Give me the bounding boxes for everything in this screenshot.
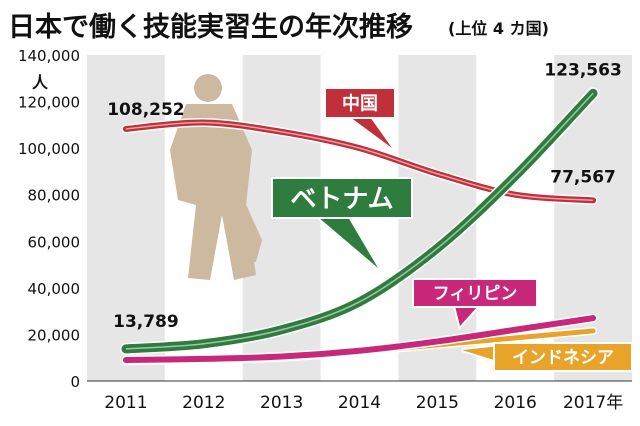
series-label-box [271, 177, 413, 219]
value-annotation: 108,252 [107, 100, 184, 120]
series-label-box [493, 342, 633, 372]
series-label-pointer [350, 117, 392, 148]
x-tick-label: 2012 [182, 393, 225, 413]
series-line-highlight [125, 92, 594, 350]
y-tick-label: 120,000 [18, 94, 80, 112]
x-tick-label: 2014 [338, 393, 381, 413]
series-label: 中国 [342, 92, 378, 114]
x-tick-label: 2011 [104, 393, 147, 413]
series-line [122, 315, 597, 364]
value-annotations: 108,252 77,567 13,789 123,563 [107, 60, 622, 332]
y-tick-label: 60,000 [28, 233, 81, 251]
x-axis-ticks: 2011 2012 2013 2014 2015 2016 2017年 [104, 393, 623, 413]
series-label-box [412, 278, 538, 308]
y-axis-unit: 人 [32, 73, 49, 92]
series-line-highlight [125, 121, 594, 202]
series-label: フィリピン [433, 284, 518, 304]
y-tick-label: 80,000 [28, 187, 81, 205]
x-tick-label: 2016 [494, 393, 537, 413]
value-annotation: 77,567 [550, 167, 616, 187]
series-label-pointer [455, 306, 478, 326]
worker-silhouette [170, 74, 262, 280]
series-label-box [324, 87, 396, 119]
y-tick-label: 20,000 [28, 326, 81, 344]
chart-title: 日本で働く技能実習生の年次推移 [8, 11, 413, 43]
x-tick-label: 2013 [260, 393, 303, 413]
series-lines [119, 87, 600, 366]
x-tick-label: 2017年 [563, 393, 623, 413]
y-tick-label: 40,000 [28, 280, 81, 298]
series-label: ベトナム [290, 184, 393, 214]
grid-band [87, 55, 165, 381]
series-label: インドネシア [512, 348, 614, 368]
grid-band [554, 55, 632, 381]
value-annotation: 123,563 [544, 60, 621, 80]
series-label-pointer [318, 217, 378, 268]
value-annotation: 13,789 [113, 312, 179, 332]
y-axis-ticks: 0 20,000 40,000 60,000 80,000 100,000 120,000 1… [18, 47, 80, 391]
y-tick-label: 100,000 [18, 140, 80, 158]
x-tick-label: 2015 [416, 393, 459, 413]
y-tick-label: 0 [70, 373, 80, 391]
chart-subtitle: (上位 4 カ国) [448, 19, 549, 38]
y-tick-label: 140,000 [18, 47, 80, 65]
